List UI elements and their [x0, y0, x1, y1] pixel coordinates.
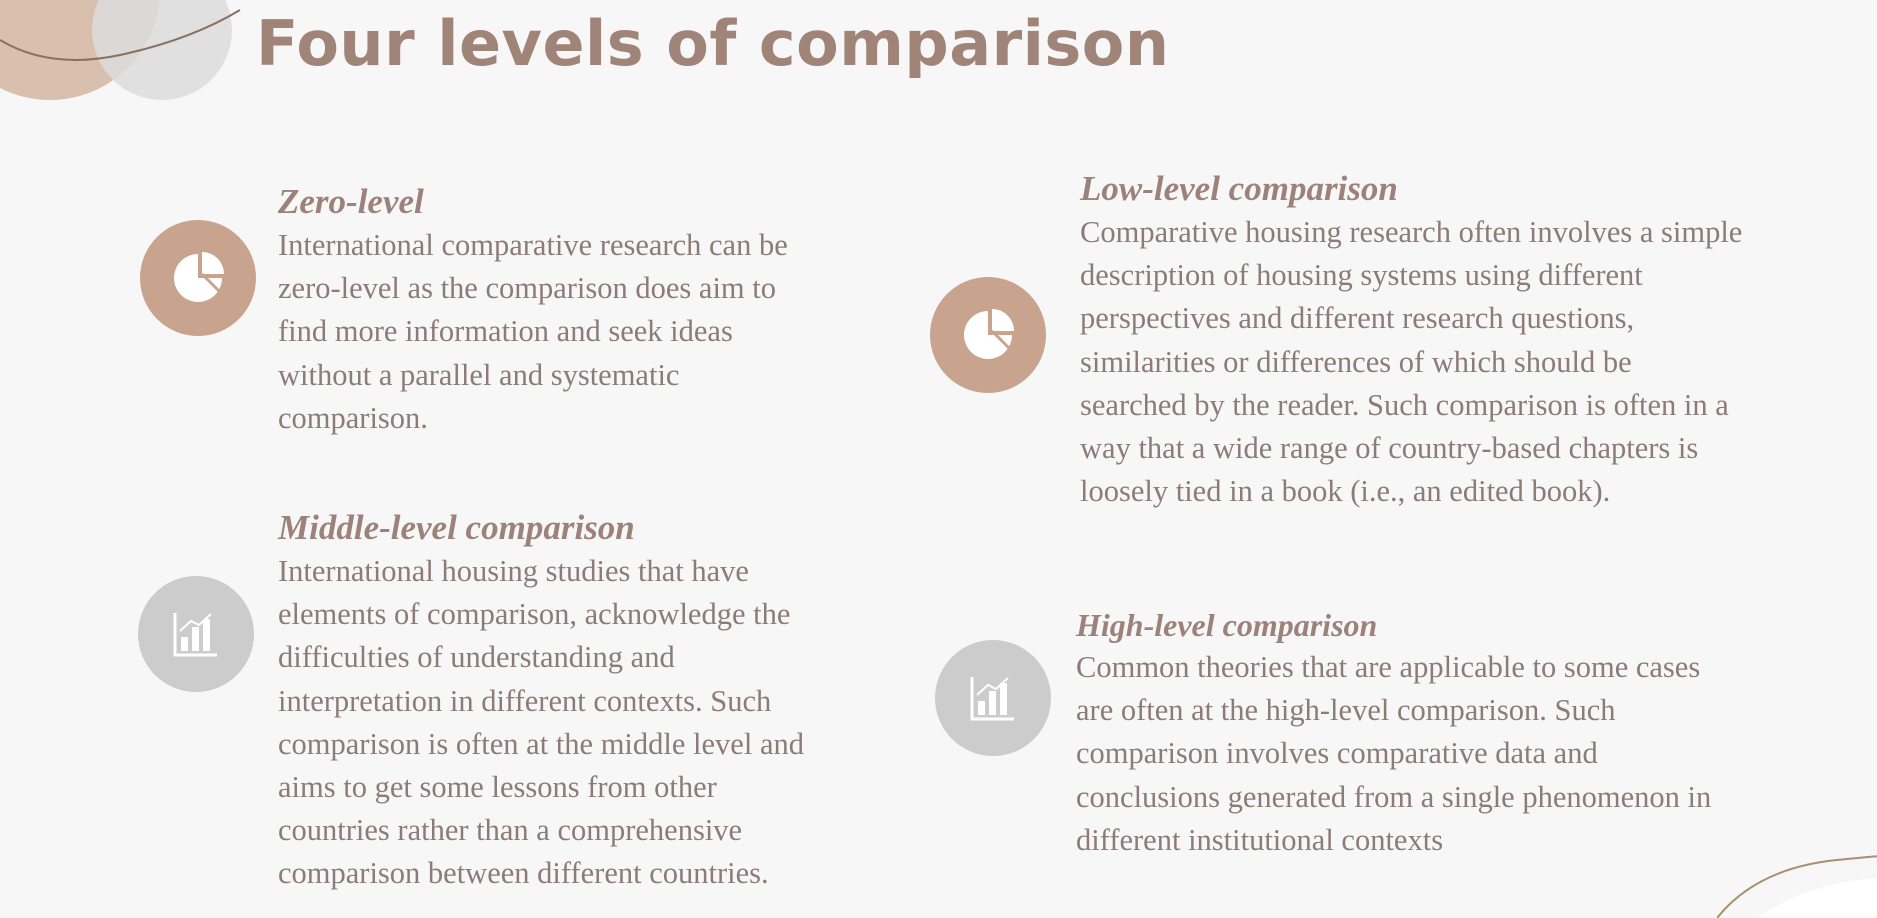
text-line: elements of comparison, acknowledge the [278, 597, 791, 632]
low-level-text: Comparative housing research often invol… [1080, 211, 1742, 513]
decorative-corner-curve [1717, 855, 1877, 918]
text-line: difficulties of understanding and [278, 640, 675, 675]
text-line: without a parallel and systematic [278, 357, 680, 392]
text-line: countries rather than a comprehensive [278, 813, 743, 848]
bar-chart-icon [138, 576, 254, 692]
text-line: aims to get some lessons from other [278, 770, 717, 805]
bar-chart-icon [935, 640, 1051, 756]
text-line: loosely tied in a book (i.e., an edited … [1080, 474, 1611, 509]
text-line: Comparative housing research often invol… [1080, 215, 1743, 249]
text-line: International comparative research can b… [278, 228, 788, 262]
text-line: searched by the reader. Such comparison … [1080, 387, 1729, 422]
text-line: find more information and seek ideas [278, 314, 733, 349]
low-level-heading: Low-level comparison [1080, 169, 1398, 208]
text-line: comparison between different countries. [278, 856, 769, 891]
high-level-text: Common theories that are applicable to s… [1076, 646, 1711, 862]
text-line: description of housing systems using dif… [1080, 258, 1643, 293]
text-line: International housing studies that have [278, 554, 749, 588]
pie-chart-icon [140, 220, 256, 336]
low-level-block: Low-level comparison Comparative housing… [1080, 167, 1742, 513]
text-line: comparison. [278, 400, 428, 435]
high-level-heading: High-level comparison [1076, 607, 1378, 643]
zero-level-text: International comparative research can b… [278, 224, 788, 440]
text-line: are often at the high-level comparison. … [1076, 693, 1616, 728]
high-level-block: High-level comparison Common theories th… [1076, 604, 1711, 862]
text-line: way that a wide range of country-based c… [1080, 431, 1699, 466]
text-line: perspectives and different research ques… [1080, 301, 1635, 336]
middle-level-heading: Middle-level comparison [278, 508, 635, 547]
middle-level-text: International housing studies that have … [278, 550, 804, 896]
middle-level-block: Middle-level comparison International ho… [278, 506, 804, 896]
text-line: zero-level as the comparison does aim to [278, 271, 776, 306]
pie-chart-icon [930, 277, 1046, 393]
text-line: Common theories that are applicable to s… [1076, 650, 1701, 684]
text-line: different institutional contexts [1076, 822, 1444, 857]
slide-title: Four levels of comparison [256, 7, 1170, 80]
decorative-corner-shape [0, 0, 241, 100]
text-line: conclusions generated from a single phen… [1076, 779, 1712, 814]
text-line: interpretation in different contexts. Su… [278, 683, 772, 718]
zero-level-heading: Zero-level [278, 182, 424, 221]
text-line: similarities or differences of which sho… [1080, 344, 1632, 379]
text-line: comparison involves comparative data and [1076, 736, 1598, 771]
text-line: comparison is often at the middle level … [278, 726, 804, 761]
zero-level-block: Zero-level International comparative res… [278, 180, 788, 440]
